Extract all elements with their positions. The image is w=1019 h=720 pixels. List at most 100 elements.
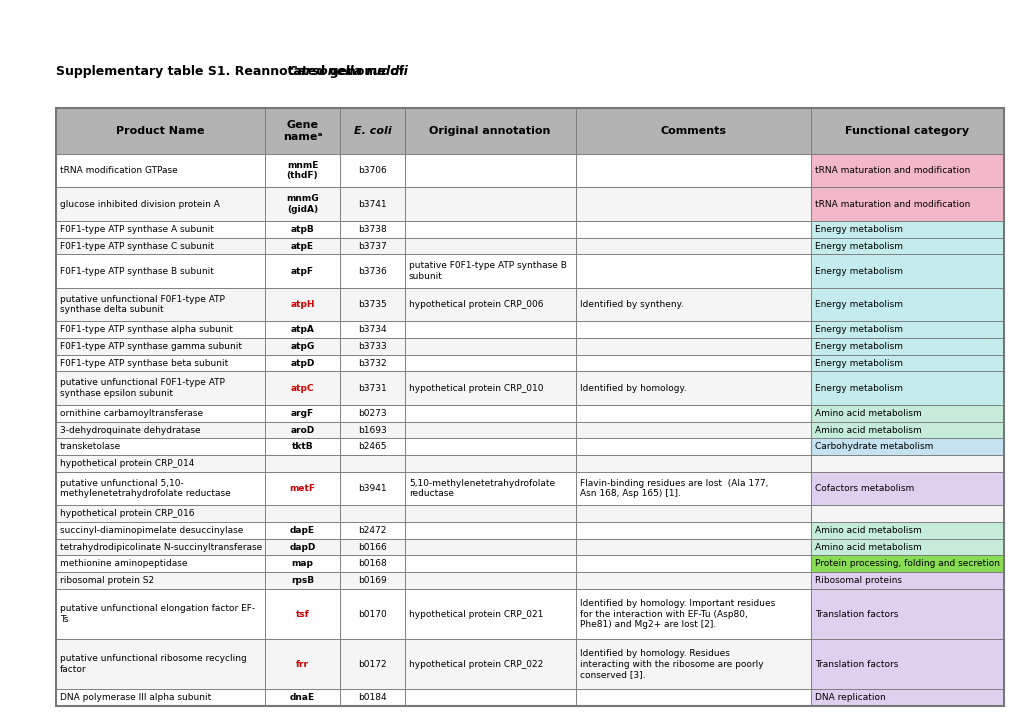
Bar — [264, 154, 340, 187]
Text: b0184: b0184 — [358, 693, 386, 702]
Bar — [340, 522, 405, 539]
Text: E. coli: E. coli — [354, 126, 391, 136]
Bar — [810, 572, 1003, 589]
Bar — [56, 254, 264, 288]
Bar — [56, 238, 264, 254]
Text: b2465: b2465 — [358, 442, 386, 451]
Bar — [810, 355, 1003, 372]
Text: b0168: b0168 — [358, 559, 386, 568]
Bar — [810, 108, 1003, 154]
Text: DNA polymerase III alpha subunit: DNA polymerase III alpha subunit — [60, 693, 211, 702]
Text: atpB: atpB — [290, 225, 314, 234]
Text: Energy metabolism: Energy metabolism — [814, 325, 902, 334]
Text: Energy metabolism: Energy metabolism — [814, 384, 902, 392]
Bar — [340, 372, 405, 405]
Text: F0F1-type ATP synthase alpha subunit: F0F1-type ATP synthase alpha subunit — [60, 325, 232, 334]
Bar — [340, 455, 405, 472]
Bar — [810, 422, 1003, 438]
Text: frr: frr — [296, 660, 309, 669]
Bar — [56, 405, 264, 422]
Bar — [340, 555, 405, 572]
Bar — [575, 238, 810, 254]
Bar — [575, 438, 810, 455]
Text: Energy metabolism: Energy metabolism — [814, 359, 902, 368]
Text: Identified by syntheny.: Identified by syntheny. — [579, 300, 683, 309]
Bar — [810, 321, 1003, 338]
Bar — [340, 254, 405, 288]
Text: 5,10-methylenetetrahydrofolate
reductase: 5,10-methylenetetrahydrofolate reductase — [409, 479, 554, 498]
Text: Energy metabolism: Energy metabolism — [814, 241, 902, 251]
Bar — [810, 438, 1003, 455]
Bar — [56, 455, 264, 472]
Bar — [264, 639, 340, 689]
Bar — [405, 355, 575, 372]
Bar — [405, 405, 575, 422]
Text: atpE: atpE — [290, 241, 314, 251]
Bar — [56, 589, 264, 639]
Bar — [575, 639, 810, 689]
Text: Functional category: Functional category — [845, 126, 968, 136]
Text: glucose inhibited division protein A: glucose inhibited division protein A — [60, 199, 220, 209]
Text: atpG: atpG — [290, 342, 314, 351]
Bar — [56, 355, 264, 372]
Text: tRNA maturation and modification: tRNA maturation and modification — [814, 166, 969, 175]
Text: tRNA modification GTPase: tRNA modification GTPase — [60, 166, 177, 175]
Text: dnaE: dnaE — [289, 693, 315, 702]
Bar — [405, 187, 575, 221]
Bar — [810, 338, 1003, 355]
Bar — [405, 589, 575, 639]
Text: putative F0F1-type ATP synthase B
subunit: putative F0F1-type ATP synthase B subuni… — [409, 261, 567, 281]
Bar — [56, 108, 1003, 706]
Bar — [575, 321, 810, 338]
Bar — [340, 422, 405, 438]
Text: hypothetical protein CRP_021: hypothetical protein CRP_021 — [409, 610, 543, 618]
Text: b3741: b3741 — [358, 199, 386, 209]
Bar — [810, 288, 1003, 321]
Bar — [810, 372, 1003, 405]
Bar — [810, 254, 1003, 288]
Bar — [264, 221, 340, 238]
Bar — [264, 254, 340, 288]
Bar — [405, 438, 575, 455]
Bar — [810, 555, 1003, 572]
Text: b3941: b3941 — [358, 484, 386, 493]
Text: b0169: b0169 — [358, 576, 386, 585]
Text: Energy metabolism: Energy metabolism — [814, 225, 902, 234]
Bar — [264, 472, 340, 505]
Bar — [56, 505, 264, 522]
Bar — [264, 321, 340, 338]
Bar — [810, 589, 1003, 639]
Bar — [405, 154, 575, 187]
Text: b3732: b3732 — [358, 359, 386, 368]
Bar — [575, 355, 810, 372]
Text: Energy metabolism: Energy metabolism — [814, 300, 902, 309]
Text: F0F1-type ATP synthase beta subunit: F0F1-type ATP synthase beta subunit — [60, 359, 228, 368]
Bar — [56, 572, 264, 589]
Bar — [340, 405, 405, 422]
Bar — [264, 238, 340, 254]
Text: atpC: atpC — [290, 384, 314, 392]
Text: b3731: b3731 — [358, 384, 386, 392]
Bar — [340, 505, 405, 522]
Bar — [575, 539, 810, 555]
Bar — [264, 539, 340, 555]
Bar — [405, 338, 575, 355]
Text: Supplementary table S1. Reannotated genome of: Supplementary table S1. Reannotated geno… — [56, 65, 409, 78]
Text: Cofactors metabolism: Cofactors metabolism — [814, 484, 913, 493]
Bar — [575, 472, 810, 505]
Text: Energy metabolism: Energy metabolism — [814, 266, 902, 276]
Bar — [405, 555, 575, 572]
Text: atpA: atpA — [290, 325, 314, 334]
Bar — [405, 254, 575, 288]
Bar — [264, 589, 340, 639]
Bar — [340, 187, 405, 221]
Bar — [56, 438, 264, 455]
Bar — [340, 321, 405, 338]
Bar — [340, 288, 405, 321]
Text: Energy metabolism: Energy metabolism — [814, 342, 902, 351]
Bar — [56, 472, 264, 505]
Text: Original annotation: Original annotation — [429, 126, 550, 136]
Bar — [810, 505, 1003, 522]
Bar — [575, 505, 810, 522]
Bar — [56, 555, 264, 572]
